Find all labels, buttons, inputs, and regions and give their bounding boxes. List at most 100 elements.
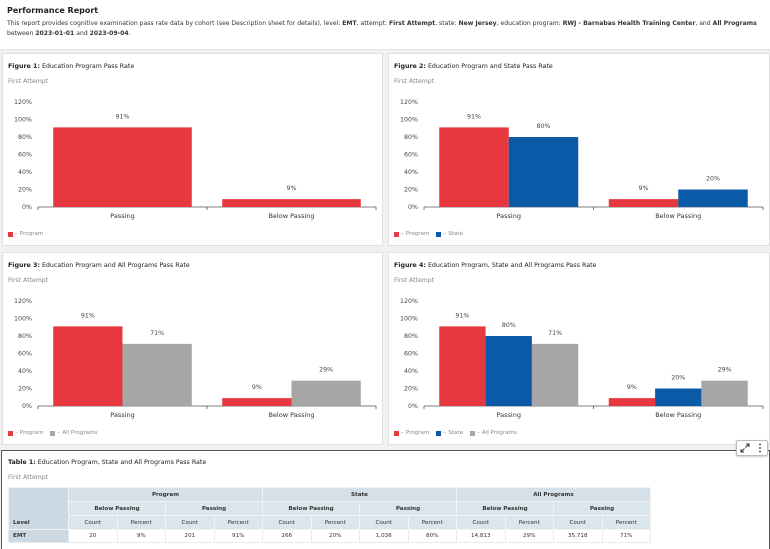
legend-swatch [50, 430, 56, 436]
chart-legend: – Program [8, 231, 43, 237]
y-tick-label: 20% [404, 386, 418, 393]
figure-4-panel: Figure 4: Education Program, State and A… [388, 252, 770, 445]
description-highlight: First Attempt [388, 20, 436, 27]
legend-item-all-programs: – All Programs [470, 430, 517, 436]
chart-legend: – Program – State – All Programs [394, 430, 517, 436]
legend-dash: – [443, 231, 447, 237]
y-tick-label: 0% [408, 403, 418, 410]
more-options-button[interactable] [754, 442, 766, 454]
description-highlight: New Jersey [458, 20, 497, 27]
figure-1-panel: Figure 1: Education Program Pass Rate Fi… [2, 53, 383, 246]
legend-label: State [448, 231, 464, 237]
y-tick-label: 40% [404, 169, 418, 176]
figure-subtitle: First Attempt [394, 78, 435, 85]
table-cell: 9% [116, 529, 166, 543]
data-label: 71% [150, 330, 164, 337]
data-label: 80% [536, 123, 550, 130]
y-tick-label: 40% [18, 169, 32, 176]
figure-2-chart: 0% 20% 40% 60% 80% 100% 120% 91% 80% Passing 9% 20%… [400, 99, 764, 220]
table-cell: 71% [601, 529, 651, 543]
legend-item-program: – Program [394, 231, 429, 237]
figure-title-text: Education Program, State and All Program… [427, 262, 597, 269]
bar-program [439, 326, 486, 406]
data-label: 29% [718, 367, 732, 374]
chart-legend: – Program – State [394, 231, 463, 237]
group-header-state: State [262, 487, 457, 502]
data-label: 9% [287, 185, 297, 192]
legend-label: All Programs [481, 430, 518, 436]
legend-label: Program [19, 430, 44, 436]
y-tick-label: 60% [404, 152, 418, 159]
x-category-label: Passing [110, 411, 134, 419]
description-highlight: RWJ - Barnabas Health Training Center [562, 20, 696, 27]
figure-label: Figure 4: [394, 262, 426, 269]
panel-toolbar [736, 440, 768, 456]
figure-3-panel: Figure 3: Education Program and All Prog… [2, 252, 383, 445]
y-tick-label: 0% [22, 204, 32, 211]
bar-all-programs [291, 380, 361, 406]
legend-swatch [394, 430, 399, 436]
legend-item-state: – State [436, 231, 463, 237]
figure-1-chart: 0% 20% 40% 60% 80% 100% 120% 91% Passing 9% Below … [14, 99, 377, 220]
subgroup-header-below-passing: Below Passing [262, 501, 360, 516]
chart-legend: – Program – All Programs [8, 430, 97, 436]
table-cell: 20% [310, 529, 360, 543]
table-title-text: Education Program, State and All Program… [37, 459, 207, 466]
table-cell: 1,036 [359, 529, 409, 543]
data-label: 9% [252, 384, 262, 391]
data-label: 71% [548, 330, 562, 337]
legend-label: State [448, 430, 464, 436]
expand-icon [740, 443, 749, 453]
y-tick-label: 120% [14, 298, 32, 305]
figure-3-chart: 0% 20% 40% 60% 80% 100% 120% 91% 71% Passing 9% 29%… [14, 298, 377, 419]
column-header-percent: Percent [116, 515, 166, 530]
table-row: EMT 20 9% 201 91% 266 20% 1,036 80% 14,813 29% 35,7… [8, 529, 651, 543]
y-tick-label: 100% [14, 316, 32, 323]
table-cell: 29% [504, 529, 554, 543]
legend-item-program: – Program [8, 231, 43, 237]
column-header-count: Count [165, 515, 215, 530]
data-label: 9% [639, 185, 649, 192]
description-highlight: 2023-09-04 [89, 30, 129, 37]
figure-label: Figure 2: [394, 63, 426, 70]
description-highlight: 2023-01-01 [35, 30, 75, 37]
figure-title-text: Education Program and State Pass Rate [427, 63, 553, 70]
y-tick-label: 60% [404, 351, 418, 358]
column-header-percent: Percent [504, 515, 554, 530]
legend-item-all-programs: – All Programs [50, 430, 97, 436]
legend-swatch [436, 231, 442, 237]
column-header-count: Count [262, 515, 312, 530]
subgroup-header-passing: Passing [553, 501, 651, 516]
y-tick-label: 80% [18, 333, 32, 340]
y-tick-label: 80% [404, 134, 418, 141]
legend-dash: – [477, 430, 480, 436]
data-label: 91% [455, 312, 469, 319]
figure-subtitle: First Attempt [394, 277, 435, 284]
table-cell: 91% [213, 529, 263, 543]
column-header-percent: Percent [310, 515, 360, 530]
bar-state [678, 189, 748, 207]
expand-button[interactable] [739, 442, 751, 454]
legend-swatch [8, 430, 13, 436]
level-cell: EMT [8, 529, 69, 543]
data-label: 9% [627, 384, 637, 391]
group-header-all-programs: All Programs [456, 487, 651, 502]
x-category-label: Below Passing [268, 212, 314, 220]
y-tick-label: 100% [400, 316, 418, 323]
table-title: Table 1: Education Program, State and Al… [8, 459, 206, 466]
legend-swatch [394, 231, 399, 237]
legend-dash: – [57, 430, 61, 436]
y-tick-label: 120% [400, 298, 418, 305]
table-cell: 266 [262, 529, 312, 543]
y-tick-label: 60% [18, 351, 32, 358]
table-column-header-row: Count Percent Count Percent Count Percent Coun… [9, 515, 651, 530]
description-highlight: All Programs [712, 20, 757, 27]
x-category-label: Passing [497, 212, 521, 220]
description-text: and [74, 30, 90, 37]
column-header-count: Count [68, 515, 118, 530]
description-text: between [7, 30, 36, 37]
group-header-program: Program [68, 487, 263, 502]
x-category-label: Below Passing [268, 411, 314, 419]
subgroup-header-passing: Passing [165, 501, 263, 516]
y-tick-label: 20% [404, 187, 418, 194]
